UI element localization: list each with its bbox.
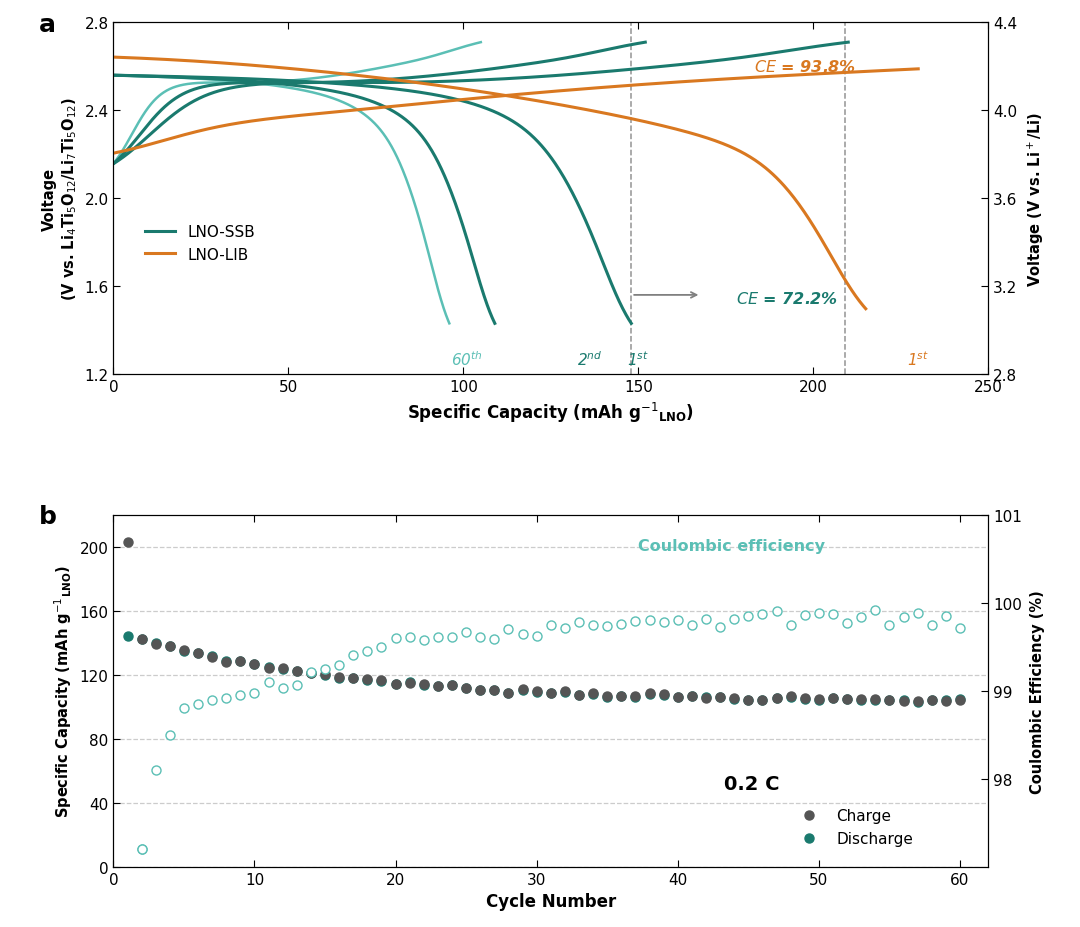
Text: $CE$ = 93.8%: $CE$ = 93.8% xyxy=(754,58,855,74)
Y-axis label: Voltage
(V vs. Li$_4$Ti$_5$O$_{12}$/Li$_7$Ti$_5$O$_{12}$): Voltage (V vs. Li$_4$Ti$_5$O$_{12}$/Li$_… xyxy=(42,97,79,300)
Text: a: a xyxy=(39,13,56,36)
Legend: LNO-SSB, LNO-LIB: LNO-SSB, LNO-LIB xyxy=(138,219,261,269)
Text: $CE$ = 72.2%: $CE$ = 72.2% xyxy=(737,290,838,306)
Text: 2$^{nd}$: 2$^{nd}$ xyxy=(577,350,602,369)
X-axis label: Specific Capacity (mAh g$^{-1}$$_\mathregular{LNO}$): Specific Capacity (mAh g$^{-1}$$_\mathre… xyxy=(407,400,694,425)
Text: b: b xyxy=(39,504,57,528)
X-axis label: Cycle Number: Cycle Number xyxy=(486,892,616,910)
Text: 1$^{st}$: 1$^{st}$ xyxy=(907,350,929,369)
Text: Coulombic efficiency: Coulombic efficiency xyxy=(638,539,825,553)
Text: 1$^{st}$: 1$^{st}$ xyxy=(627,350,649,369)
Text: 0.2 C: 0.2 C xyxy=(725,774,780,794)
Text: 60$^{th}$: 60$^{th}$ xyxy=(451,350,483,369)
Y-axis label: Voltage (V vs. Li$^+$/Li): Voltage (V vs. Li$^+$/Li) xyxy=(1026,111,1047,286)
Y-axis label: Coulombic Efficiency (%): Coulombic Efficiency (%) xyxy=(1030,590,1045,793)
Y-axis label: Specific Capacity (mAh g$^{-1}$$_\mathregular{LNO}$): Specific Capacity (mAh g$^{-1}$$_\mathre… xyxy=(52,565,75,818)
Legend: Charge, Discharge: Charge, Discharge xyxy=(787,802,919,852)
